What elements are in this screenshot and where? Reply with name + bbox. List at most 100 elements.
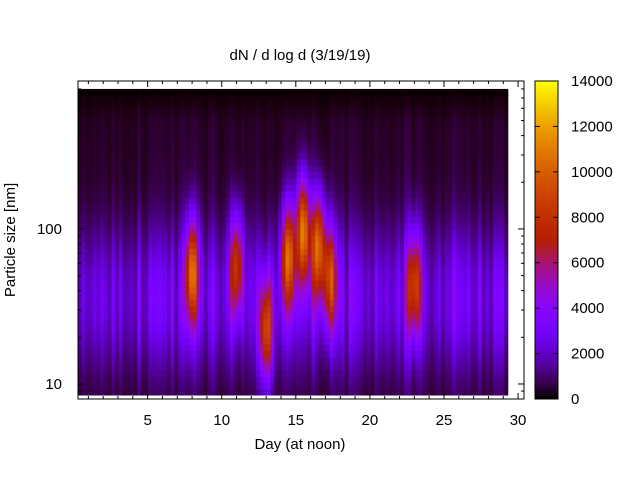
heatmap-cell <box>189 152 194 160</box>
heatmap-cell <box>248 120 253 128</box>
heatmap-cell <box>122 280 127 288</box>
heatmap-cell <box>392 350 398 358</box>
heatmap-cell <box>378 146 383 154</box>
heatmap-cell <box>441 254 446 262</box>
heatmap-cell <box>296 375 301 383</box>
heatmap-cell <box>100 388 105 396</box>
heatmap-cell <box>348 101 353 109</box>
heatmap-cell <box>115 318 120 326</box>
heatmap-cell <box>381 229 387 237</box>
heatmap-cell <box>281 152 287 160</box>
heatmap-cell <box>137 286 142 294</box>
heatmap-cell <box>196 190 201 198</box>
heatmap-cell <box>403 222 409 230</box>
heatmap-cell <box>255 159 261 167</box>
heatmap-cell <box>115 152 120 160</box>
heatmap-cell <box>311 273 316 281</box>
heatmap-cell <box>318 267 324 275</box>
heatmap-cell <box>400 382 405 390</box>
heatmap-cell <box>222 343 227 351</box>
heatmap-cell <box>129 286 135 294</box>
heatmap-cell <box>148 337 153 345</box>
heatmap-cell <box>266 318 272 326</box>
heatmap-cell <box>333 235 338 243</box>
heatmap-cell <box>270 114 275 122</box>
heatmap-cell <box>240 273 246 281</box>
heatmap-cell <box>400 273 405 281</box>
heatmap-cell <box>207 190 212 198</box>
heatmap-cell <box>163 286 168 294</box>
heatmap-cell <box>278 248 283 256</box>
heatmap-cell <box>103 235 109 243</box>
heatmap-cell <box>192 337 198 345</box>
heatmap-cell <box>148 382 153 390</box>
heatmap-cell <box>215 152 220 160</box>
heatmap-cell <box>274 254 279 262</box>
heatmap-cell <box>244 254 249 262</box>
heatmap-cell <box>426 184 431 192</box>
heatmap-cell <box>259 203 264 211</box>
heatmap-cell <box>152 299 157 307</box>
heatmap-cell <box>344 324 350 332</box>
heatmap-cell <box>248 178 253 186</box>
heatmap-cell <box>207 337 212 345</box>
heatmap-cell <box>392 88 398 96</box>
heatmap-cell <box>289 280 294 288</box>
heatmap-cell <box>126 356 131 364</box>
heatmap-cell <box>355 375 361 383</box>
heatmap-cell <box>144 165 149 173</box>
heatmap-cell <box>329 324 335 332</box>
heatmap-cell <box>185 159 190 167</box>
heatmap-cell <box>452 369 457 377</box>
heatmap-cell <box>285 350 290 358</box>
heatmap-cell <box>403 312 409 320</box>
heatmap-cell <box>348 197 353 205</box>
heatmap-cell <box>307 184 312 192</box>
heatmap-cell <box>422 369 427 377</box>
heatmap-cell <box>381 280 387 288</box>
heatmap-cell <box>429 235 435 243</box>
heatmap-cell <box>126 331 131 339</box>
heatmap-cell <box>429 197 435 205</box>
heatmap-cell <box>422 210 427 218</box>
heatmap-cell <box>237 324 242 332</box>
heatmap-cell <box>240 229 246 237</box>
heatmap-cell <box>422 146 427 154</box>
heatmap-cell <box>452 343 457 351</box>
heatmap-cell <box>229 203 235 211</box>
heatmap-cell <box>163 388 168 396</box>
heatmap-cell <box>381 171 387 179</box>
heatmap-cell <box>178 241 183 249</box>
heatmap-cell <box>81 286 86 294</box>
heatmap-cell <box>378 267 383 275</box>
heatmap-cell <box>78 216 83 224</box>
heatmap-cell <box>281 197 287 205</box>
heatmap-cell <box>389 159 394 167</box>
heatmap-cell <box>370 356 375 364</box>
heatmap-cell <box>96 88 101 96</box>
heatmap-cell <box>374 159 379 167</box>
heatmap-cell <box>285 331 290 339</box>
heatmap-cell <box>170 267 175 275</box>
heatmap-cell <box>292 165 298 173</box>
heatmap-cell <box>196 222 201 230</box>
heatmap-cell <box>403 114 409 122</box>
heatmap-cell <box>89 299 94 307</box>
heatmap-cell <box>289 171 294 179</box>
heatmap-cell <box>348 261 353 269</box>
heatmap-cell <box>144 216 149 224</box>
heatmap-cell <box>263 88 268 96</box>
heatmap-cell <box>396 139 401 147</box>
heatmap-cell <box>459 203 464 211</box>
heatmap-cell <box>285 197 290 205</box>
heatmap-cell <box>233 305 238 313</box>
heatmap-cell <box>107 133 112 141</box>
heatmap-cell <box>144 254 149 262</box>
heatmap-cell <box>78 382 83 390</box>
heatmap-cell <box>89 216 94 224</box>
heatmap-cell <box>322 127 327 135</box>
heatmap-cell <box>178 216 183 224</box>
heatmap-cell <box>315 337 320 345</box>
heatmap-cell <box>229 101 235 109</box>
heatmap-cell <box>389 375 394 383</box>
